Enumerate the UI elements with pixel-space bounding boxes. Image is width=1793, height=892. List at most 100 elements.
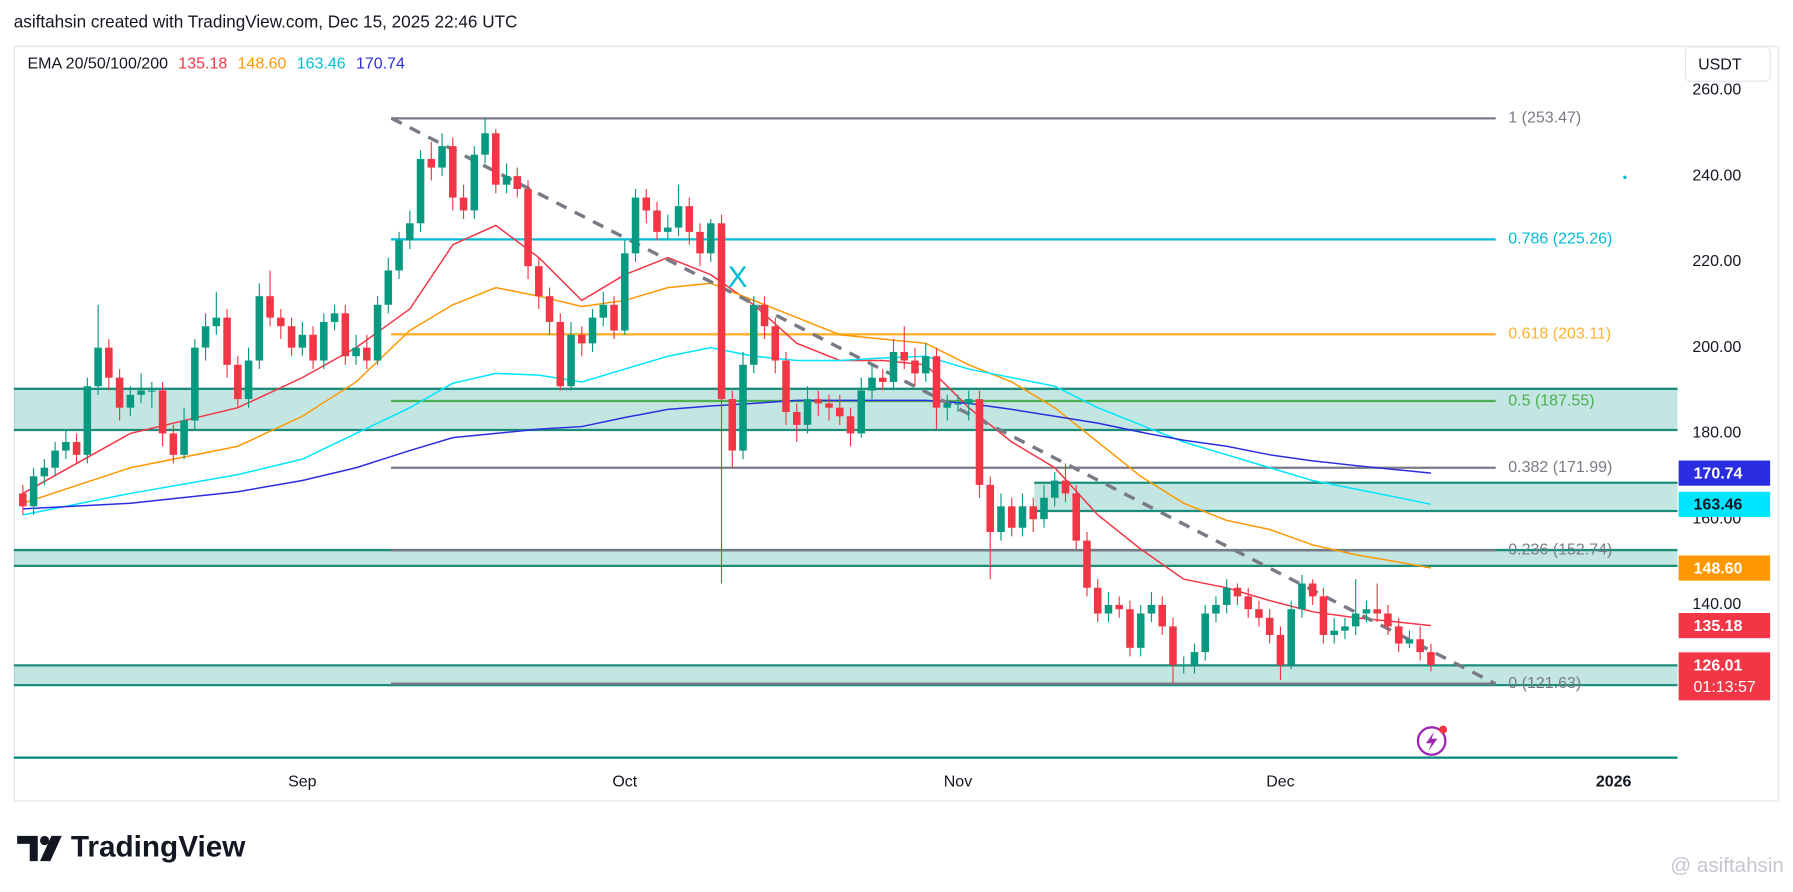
candle-body: [1265, 617, 1274, 635]
candle-body: [954, 403, 962, 405]
y-tick-label: 240.00: [1692, 167, 1741, 184]
candle-body: [449, 146, 457, 198]
candle-body: [1018, 506, 1027, 528]
candle-body: [438, 146, 446, 168]
candle-body: [825, 403, 833, 408]
candle-body: [760, 304, 769, 327]
candle-body: [427, 158, 436, 168]
candle-body: [1201, 613, 1209, 653]
zone: [13, 388, 1678, 430]
candle-body: [137, 390, 145, 395]
candle-body: [932, 356, 941, 408]
candle-body: [986, 484, 995, 533]
candle-body: [578, 334, 586, 344]
candle-body: [158, 390, 167, 434]
y-tick-label: 180.00: [1692, 425, 1741, 442]
fib-label: 0.236 (152.74): [1508, 542, 1612, 559]
candle-body: [1384, 613, 1392, 627]
candle-body: [1233, 587, 1242, 597]
candle-body: [1050, 480, 1059, 498]
candle-body: [105, 347, 113, 378]
price-tag: [1678, 613, 1771, 639]
candle-body: [1276, 634, 1285, 665]
candle-body: [148, 390, 156, 392]
currency[interactable]: USDT: [1698, 56, 1742, 73]
candle-body: [62, 441, 70, 451]
candle-body: [782, 360, 790, 412]
candle-body: [341, 313, 350, 357]
countdown: 01:13:57: [1694, 679, 1756, 696]
legend-value: 163.46: [297, 55, 346, 72]
candle-body: [685, 206, 694, 232]
candle-body: [169, 433, 178, 455]
current-price: 126.01: [1694, 657, 1743, 674]
candle-body: [524, 188, 532, 267]
currency-button[interactable]: USDT: [1684, 46, 1771, 82]
candle-body: [588, 317, 597, 344]
candle-body: [1255, 609, 1263, 618]
candle-body: [1169, 626, 1177, 665]
x-tick-label: Oct: [612, 773, 637, 790]
candle-body: [94, 347, 102, 387]
candle-body: [234, 364, 242, 400]
candle-body: [40, 467, 49, 477]
candle-body: [1427, 652, 1435, 665]
alert-icon[interactable]: [1416, 725, 1448, 756]
candle-body: [277, 317, 285, 327]
candle-body: [535, 266, 543, 297]
candle-body: [846, 416, 855, 434]
logo-slash: [40, 835, 62, 862]
candle-body: [1308, 583, 1317, 597]
candle-body: [1341, 626, 1349, 631]
candle-body: [653, 210, 661, 232]
candle-body: [363, 347, 371, 361]
price-tag-label: 163.46: [1694, 497, 1743, 514]
price-tag-label: 170.74: [1694, 465, 1743, 482]
watermark: @ asiftahsin: [1670, 854, 1784, 877]
fib-label: 0.618 (203.11): [1508, 326, 1611, 343]
icon-dot[interactable]: [1439, 725, 1448, 734]
logo-bar: [17, 835, 38, 862]
candle-body: [835, 407, 844, 417]
candle-body: [567, 334, 575, 387]
candle-body: [803, 399, 812, 425]
candle-body: [1394, 626, 1403, 644]
candle-body: [83, 386, 92, 455]
candle-body: [706, 223, 715, 254]
candle-body: [900, 351, 909, 361]
candle-body: [406, 223, 414, 241]
candle-body: [1147, 604, 1156, 614]
x-tick-label: Dec: [1266, 773, 1294, 790]
candle-body: [244, 360, 253, 400]
candle-body: [739, 364, 747, 451]
candle-body: [621, 253, 629, 331]
candle-body: [921, 356, 930, 374]
candle-body: [416, 158, 425, 224]
candle-body: [771, 326, 780, 361]
candle-body: [266, 296, 274, 318]
candle-body: [1029, 506, 1038, 520]
candle-body: [513, 176, 522, 189]
candle-body: [1093, 587, 1102, 614]
candle-body: [1179, 664, 1188, 667]
candle-body: [943, 403, 952, 408]
fib-label: 0.5 (187.55): [1508, 392, 1594, 409]
fib-label: 0.382 (171.99): [1508, 459, 1612, 476]
candle-body: [481, 133, 489, 155]
candle-body: [459, 197, 468, 211]
price-tag: [1678, 460, 1771, 486]
header: asiftahsin created with TradingView.com,…: [14, 11, 518, 31]
candle-body: [287, 326, 296, 348]
candle-body: [1115, 604, 1123, 610]
candle-body: [1190, 652, 1199, 665]
icon-bolt[interactable]: [1425, 731, 1438, 752]
candle-body: [1405, 639, 1414, 644]
candle-body: [1158, 604, 1166, 627]
currency-box[interactable]: [1684, 46, 1771, 82]
candle-body: [674, 206, 683, 228]
fib-label: 0.786 (225.26): [1508, 231, 1612, 248]
candle-body: [556, 321, 565, 387]
axis-layer: 260.00240.00220.00200.00180.00160.00140.…: [288, 82, 1771, 790]
icon-ring[interactable]: [1416, 726, 1447, 756]
